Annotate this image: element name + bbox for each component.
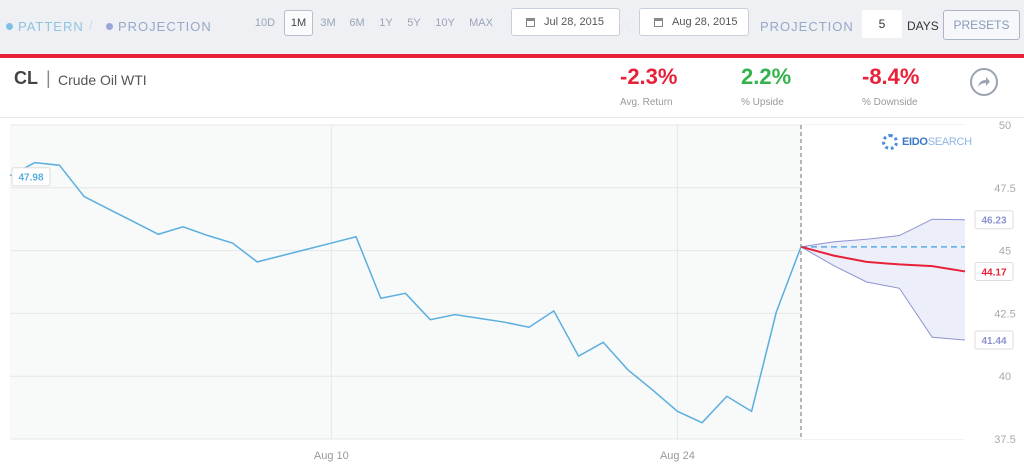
header-divider	[0, 117, 1024, 118]
pattern-start-value-label: 47.98	[18, 173, 43, 184]
range-max-button[interactable]: MAX	[469, 17, 493, 29]
projection-upper-value-label: 46.23	[981, 216, 1006, 227]
projection-upper-line	[800, 218, 966, 248]
y-tick-label: 45	[999, 246, 1011, 258]
y-tick-label: 40	[999, 371, 1011, 383]
projection-mean-line	[800, 245, 966, 273]
accent-rule	[0, 54, 1024, 58]
x-tick-label: Aug 10	[314, 450, 349, 462]
legend-separator: /	[89, 18, 93, 33]
logo-text-eido: EIDO	[902, 136, 928, 148]
y-tick-label: 42.5	[994, 308, 1015, 320]
avg-return-value: -2.3%	[620, 64, 678, 89]
presets-button[interactable]: PRESETS	[943, 10, 1020, 40]
x-tick-label: Aug 24	[660, 450, 695, 462]
from-date-value: Jul 28, 2015	[544, 16, 604, 28]
range-1m-button[interactable]: 1M	[284, 10, 313, 36]
projection-days-input[interactable]	[862, 10, 902, 38]
upside-value: 2.2%	[741, 64, 792, 89]
range-6m-button[interactable]: 6M	[349, 17, 365, 29]
pattern-start-value-label-box	[11, 167, 51, 187]
pattern-dot-icon	[6, 23, 13, 30]
share-arrow-icon	[978, 77, 990, 87]
from-date-picker[interactable]: Jul 28, 2015	[511, 8, 620, 36]
y-tick-label: 50	[999, 120, 1011, 132]
projection-band	[801, 219, 965, 341]
eidosearch-logo: EIDO SEARCH	[882, 134, 972, 150]
calendar-icon	[526, 17, 535, 27]
logo-text-search: SEARCH	[927, 136, 972, 148]
downside-label: % Downside	[862, 97, 918, 108]
range-1y-button[interactable]: 1Y	[379, 17, 393, 29]
days-label: DAYS	[907, 19, 939, 33]
projection-legend-label: PROJECTION	[118, 19, 212, 34]
pattern-line	[9, 161, 802, 424]
projection-lower-line	[800, 246, 966, 341]
range-3m-button[interactable]: 3M	[320, 17, 336, 29]
pattern-legend: PATTERN	[6, 19, 84, 34]
share-button[interactable]	[970, 68, 998, 96]
to-date-value: Aug 28, 2015	[672, 16, 738, 28]
projection-lower-value-label: 41.44	[981, 336, 1006, 347]
projection-label: PROJECTION	[760, 19, 854, 34]
toolbar: PATTERN / PROJECTION 10D 1M 3M 6M 1Y 5Y …	[0, 0, 1024, 54]
y-tick-label: 37.5	[994, 434, 1015, 446]
projection-dot-icon	[106, 23, 113, 30]
to-label: TO	[618, 19, 636, 34]
pattern-legend-label: PATTERN	[18, 19, 84, 34]
ticker-separator: |	[46, 68, 51, 88]
projection-legend: PROJECTION	[106, 19, 212, 34]
projection-lower-value-label-box	[974, 330, 1014, 350]
downside-value: -8.4%	[862, 64, 920, 89]
projection-mean-value-label: 44.17	[981, 267, 1006, 278]
upside-label: % Upside	[741, 97, 784, 108]
range-10d-button[interactable]: 10D	[254, 17, 276, 29]
y-tick-label: 47.5	[994, 183, 1015, 195]
avg-return-label: Avg. Return	[620, 97, 673, 108]
eidosearch-logo-icon	[882, 134, 898, 150]
projection-upper-value-label-box	[974, 210, 1014, 230]
to-date-picker[interactable]: Aug 28, 2015	[639, 8, 749, 36]
price-chart: 37.5 40 42.5 45 47.5 50 Aug 10 Aug 24 47.98 46.23…	[9, 120, 1016, 462]
range-10y-button[interactable]: 10Y	[435, 17, 455, 29]
calendar-icon	[654, 17, 663, 27]
range-5y-button[interactable]: 5Y	[407, 17, 421, 29]
projection-mean-value-label-box	[974, 261, 1014, 281]
ticker-symbol: CL	[14, 68, 38, 88]
instrument-name: Crude Oil WTI	[58, 72, 147, 88]
